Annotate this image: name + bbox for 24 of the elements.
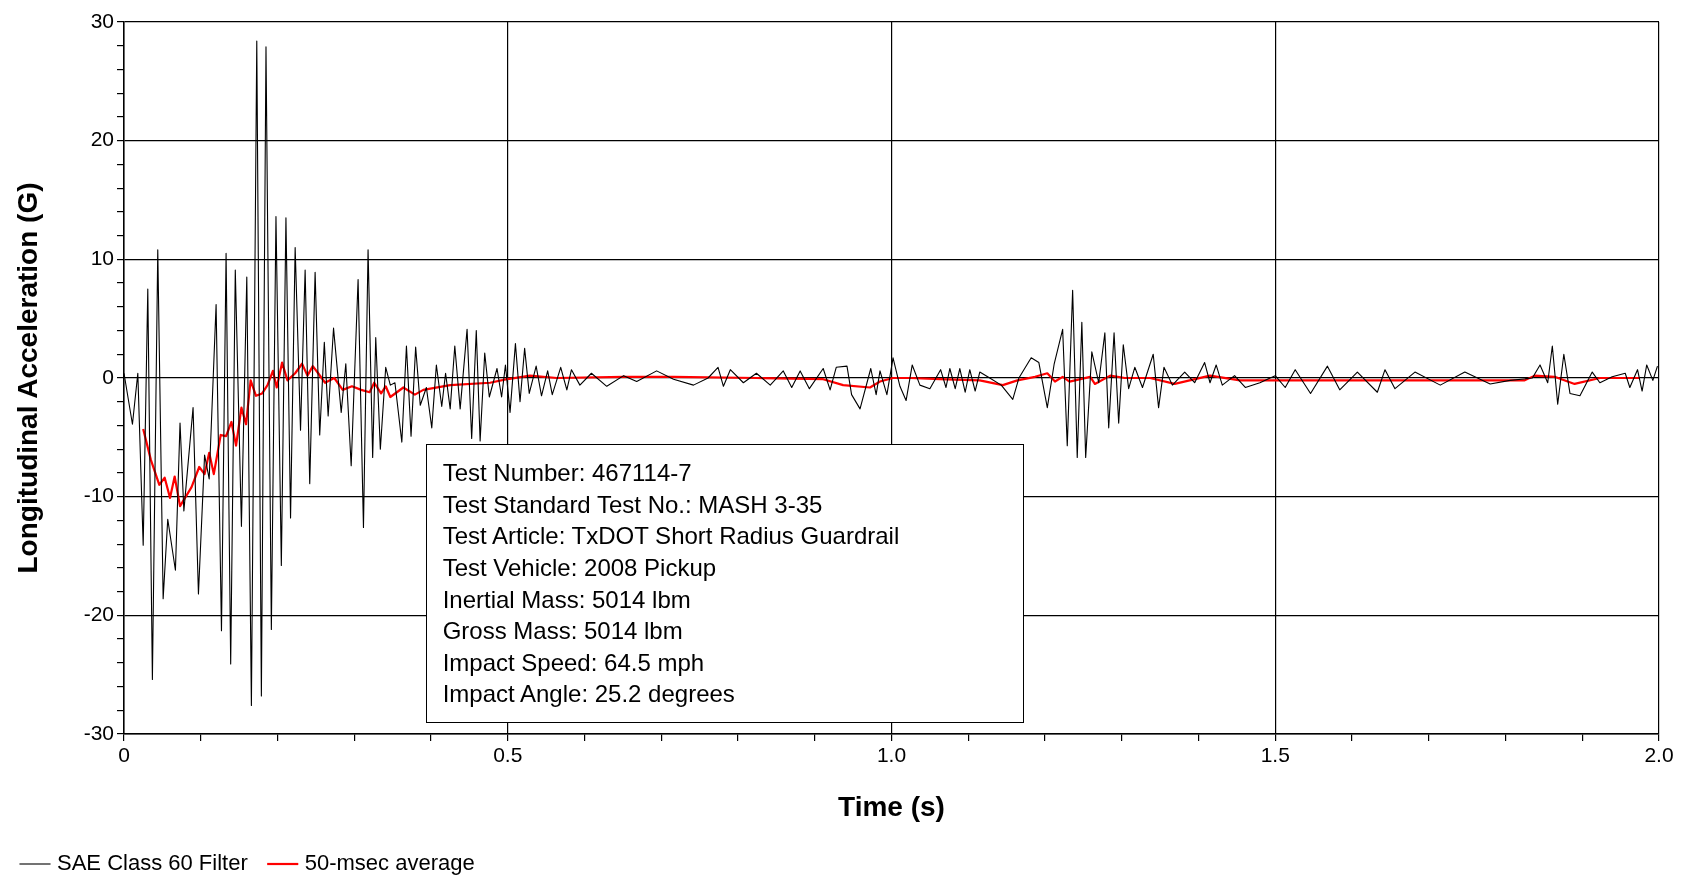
- x-tick-label: 1.5: [1260, 743, 1290, 767]
- annotation: Test Article: TxDOT Short Radius Guardrail: [442, 521, 901, 552]
- annotation: Test Standard Test No.: MASH 3-35: [442, 489, 824, 520]
- annotation: Test Number: 467114-7: [442, 458, 693, 489]
- y-tick-label: 0: [102, 364, 114, 388]
- y-axis-title: Longitudinal Acceleration (G): [11, 182, 43, 574]
- legend-label: 50-msec average: [304, 850, 475, 876]
- annotation: Test Vehicle: 2008 Pickup: [442, 553, 718, 583]
- y-tick-label: -20: [83, 602, 114, 626]
- x-axis-title: Time (s): [838, 790, 945, 822]
- y-tick-label: 30: [90, 8, 114, 32]
- annotation: Impact Angle: 25.2 degrees: [442, 679, 736, 710]
- x-tick-label: 2.0: [1644, 743, 1674, 767]
- y-tick-label: -10: [83, 483, 114, 507]
- y-tick-label: 20: [90, 127, 114, 151]
- annotation: Inertial Mass: 5014 lbm: [442, 584, 692, 615]
- x-tick-label: 0: [118, 743, 130, 767]
- x-tick-label: 1.0: [876, 743, 907, 767]
- x-tick-label: 0.5: [493, 743, 523, 767]
- y-tick-label: 10: [90, 246, 114, 270]
- annotation: Gross Mass: 5014 lbm: [442, 616, 684, 647]
- y-tick-label: -30: [83, 720, 114, 744]
- legend-label: SAE Class 60 Filter: [57, 850, 248, 876]
- annotation: Impact Speed: 64.5 mph: [442, 647, 706, 678]
